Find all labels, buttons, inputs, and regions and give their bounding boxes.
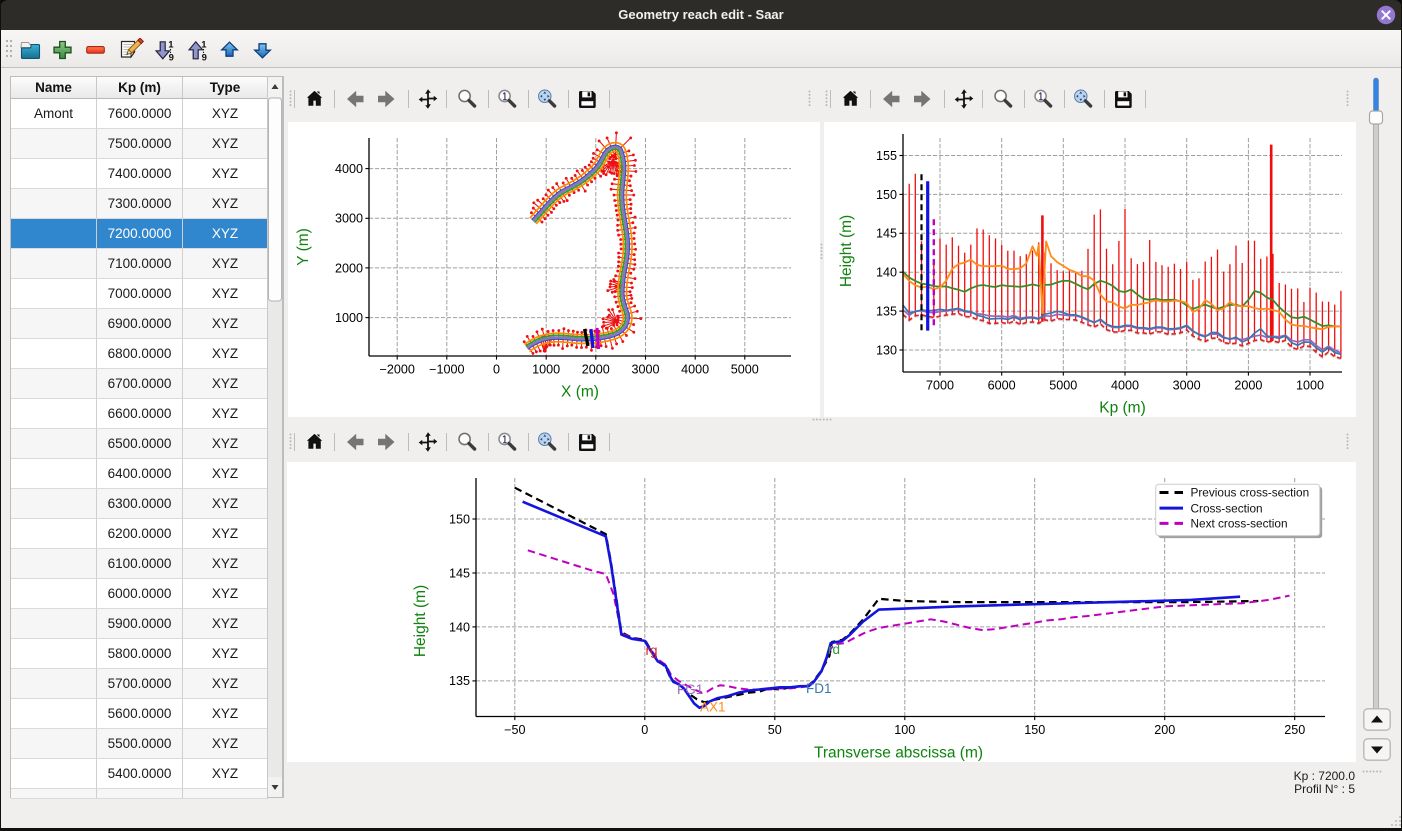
svg-text:150: 150 [1024, 723, 1045, 737]
svg-text:2000: 2000 [335, 261, 363, 275]
svg-text:150: 150 [449, 512, 470, 526]
svg-text:250: 250 [1284, 723, 1305, 737]
svg-text:rg: rg [646, 643, 658, 658]
svg-text:1000: 1000 [1296, 379, 1324, 393]
svg-text:FD1: FD1 [806, 681, 832, 696]
svg-text:0: 0 [641, 723, 648, 737]
svg-text:200: 200 [1154, 723, 1175, 737]
svg-text:5000: 5000 [1049, 379, 1077, 393]
svg-text:150: 150 [876, 188, 897, 202]
svg-text:145: 145 [876, 227, 897, 241]
svg-text:3000: 3000 [335, 212, 363, 226]
svg-text:Kp (m): Kp (m) [1099, 400, 1146, 417]
svg-text:3000: 3000 [1173, 379, 1201, 393]
svg-text:4000: 4000 [335, 162, 363, 176]
svg-text:4000: 4000 [681, 363, 709, 377]
svg-text:140: 140 [876, 266, 897, 280]
svg-text:4000: 4000 [1111, 379, 1139, 393]
svg-text:135: 135 [449, 674, 470, 688]
svg-text:145: 145 [449, 566, 470, 580]
svg-text:100: 100 [894, 723, 915, 737]
svg-text:50: 50 [768, 723, 782, 737]
svg-text:1000: 1000 [335, 311, 363, 325]
svg-text:Previous cross-section: Previous cross-section [1191, 486, 1310, 500]
svg-text:Height (m): Height (m) [412, 585, 429, 657]
svg-text:−50: −50 [504, 723, 525, 737]
svg-text:0: 0 [493, 363, 500, 377]
svg-text:X (m): X (m) [561, 384, 599, 401]
svg-text:−1000: −1000 [429, 363, 464, 377]
svg-text:140: 140 [449, 620, 470, 634]
svg-text:1: 1 [168, 40, 174, 51]
svg-text:1000: 1000 [532, 363, 560, 377]
svg-text:1: 1 [201, 40, 207, 51]
svg-text:−2000: −2000 [380, 363, 415, 377]
svg-text:5000: 5000 [731, 363, 759, 377]
svg-text:9: 9 [202, 53, 207, 63]
svg-text:3000: 3000 [631, 363, 659, 377]
svg-text:Next cross-section: Next cross-section [1191, 517, 1288, 531]
svg-text:2000: 2000 [1234, 379, 1262, 393]
svg-text:155: 155 [876, 149, 897, 163]
svg-text:130: 130 [876, 343, 897, 357]
svg-text:Cross-section: Cross-section [1191, 501, 1263, 515]
svg-text:Height (m): Height (m) [838, 215, 855, 287]
svg-text:AX1: AX1 [700, 700, 726, 715]
svg-text:9: 9 [169, 53, 174, 63]
svg-text:Y (m): Y (m) [295, 228, 312, 266]
svg-text:rd: rd [828, 642, 840, 657]
svg-text:135: 135 [876, 305, 897, 319]
svg-text:2000: 2000 [582, 363, 610, 377]
svg-text:7000: 7000 [926, 379, 954, 393]
svg-text:Transverse abscissa (m): Transverse abscissa (m) [814, 745, 983, 762]
svg-text:6000: 6000 [988, 379, 1016, 393]
svg-text:FG1: FG1 [677, 682, 703, 697]
